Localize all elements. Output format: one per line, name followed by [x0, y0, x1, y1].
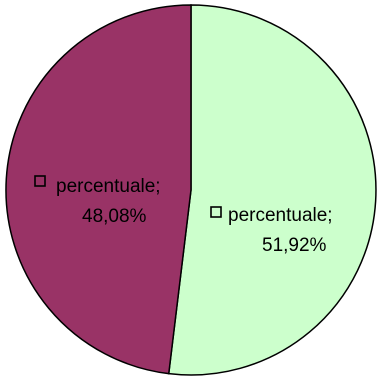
slice-label-1: percentuale; 51,92% — [210, 205, 333, 256]
legend-key-icon — [210, 206, 222, 218]
slice-label-value: 48,08% — [82, 206, 147, 227]
legend-key-icon — [34, 175, 46, 187]
slice-label-value: 51,92% — [262, 235, 327, 256]
slice-label-2: percentuale; 48,08% — [34, 175, 161, 227]
slice-label-name: percentuale; — [228, 205, 333, 226]
pie-slice-2 — [5, 4, 192, 375]
slice-label-name: percentuale; — [56, 176, 161, 197]
pie-slice-1 — [167, 4, 377, 376]
